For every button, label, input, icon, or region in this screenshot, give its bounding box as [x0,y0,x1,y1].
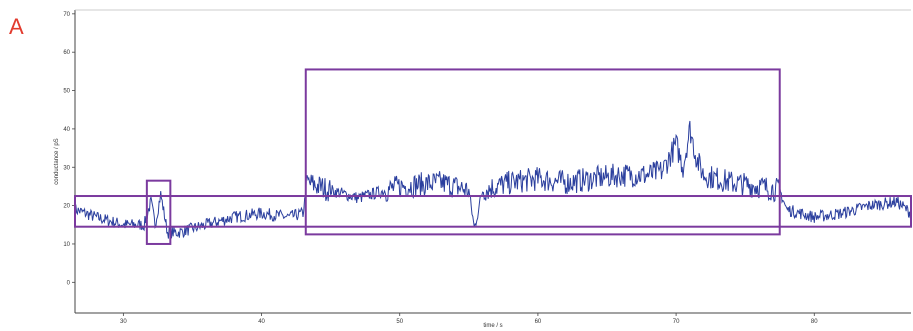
x-tick-label: 70 [673,319,680,325]
y-tick-label: 0 [67,280,71,286]
y-tick-label: 60 [63,50,70,56]
highlight-box [74,195,912,228]
y-axis-title: conductance / pS [54,138,60,184]
y-tick-label: 40 [63,127,70,133]
x-tick-label: 60 [535,319,542,325]
x-tick-label: 40 [258,319,265,325]
y-tick-label: 70 [63,12,70,18]
x-tick-label: 80 [811,319,818,325]
conductance-trace [74,120,911,239]
panel-label: A [9,14,24,39]
highlight-box [145,179,172,245]
y-tick-label: 50 [63,89,70,95]
x-tick-label: 30 [120,319,127,325]
y-tick-label: 10 [63,242,70,248]
y-tick-label: 30 [63,165,70,171]
x-tick-label: 50 [396,319,403,325]
x-axis-title: time / s [483,323,502,329]
highlight-box [304,68,781,236]
y-tick-label: 20 [63,204,70,210]
